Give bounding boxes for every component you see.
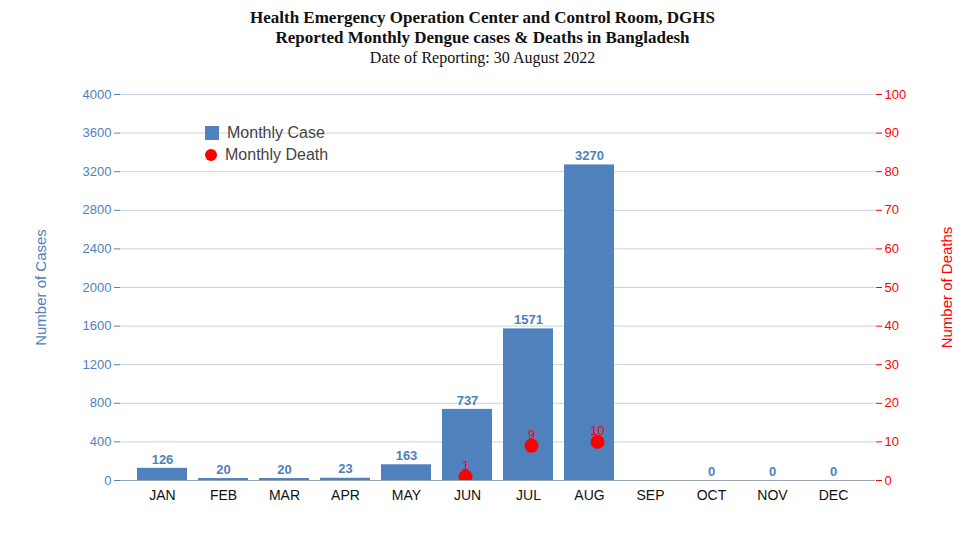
- svg-text:20: 20: [277, 462, 291, 477]
- svg-text:NOV: NOV: [757, 487, 788, 503]
- svg-text:AUG: AUG: [574, 487, 604, 503]
- svg-text:126: 126: [152, 452, 174, 467]
- svg-text:3270: 3270: [575, 148, 604, 163]
- svg-text:1571: 1571: [514, 312, 543, 327]
- svg-text:23: 23: [338, 461, 352, 476]
- svg-text:2400: 2400: [83, 241, 112, 256]
- html-text:Monthly Death: Monthly Death: [225, 146, 329, 163]
- html-text:Number of Cases: Number of Cases: [31, 228, 49, 346]
- svg-text:0: 0: [708, 464, 715, 479]
- svg-text:3200: 3200: [83, 164, 112, 179]
- html-text:Monthly Case: Monthly Case: [227, 124, 325, 141]
- svg-text:OCT: OCT: [697, 487, 727, 503]
- svg-text:JUN: JUN: [454, 487, 481, 503]
- svg-text:0: 0: [104, 473, 111, 488]
- svg-text:1600: 1600: [83, 318, 112, 333]
- svg-text:163: 163: [396, 448, 418, 463]
- svg-text:FEB: FEB: [210, 487, 237, 503]
- svg-text:DEC: DEC: [819, 487, 849, 503]
- svg-text:30: 30: [885, 357, 899, 372]
- svg-text:1200: 1200: [83, 357, 112, 372]
- svg-text:0: 0: [885, 473, 892, 488]
- svg-text:JAN: JAN: [149, 487, 175, 503]
- html-text:Date of Reporting: 30 August 2: Date of Reporting: 30 August 2022: [369, 49, 596, 66]
- svg-text:40: 40: [885, 318, 899, 333]
- svg-text:0: 0: [769, 464, 776, 479]
- svg-text:MAY: MAY: [392, 487, 422, 503]
- svg-text:MAR: MAR: [269, 487, 300, 503]
- svg-text:737: 737: [457, 393, 479, 408]
- svg-text:20: 20: [885, 395, 899, 410]
- svg-text:2000: 2000: [83, 280, 112, 295]
- svg-text:3600: 3600: [83, 125, 112, 140]
- html-text:Health Emergency Operation Cen: Health Emergency Operation Center and Co…: [250, 8, 715, 47]
- svg-text:90: 90: [885, 125, 899, 140]
- svg-text:50: 50: [885, 280, 899, 295]
- svg-text:JUL: JUL: [516, 487, 541, 503]
- svg-text:2800: 2800: [83, 202, 112, 217]
- svg-text:APR: APR: [331, 487, 360, 503]
- svg-text:20: 20: [216, 462, 230, 477]
- svg-text:4000: 4000: [83, 87, 112, 102]
- svg-text:100: 100: [885, 87, 907, 102]
- svg-text:800: 800: [90, 395, 112, 410]
- svg-text:10: 10: [885, 434, 899, 449]
- svg-text:1: 1: [462, 458, 469, 473]
- svg-text:70: 70: [885, 202, 899, 217]
- svg-text:80: 80: [885, 164, 899, 179]
- svg-text:9: 9: [528, 427, 535, 442]
- svg-text:SEP: SEP: [636, 487, 664, 503]
- svg-text:10: 10: [590, 423, 604, 438]
- svg-text:400: 400: [90, 434, 112, 449]
- svg-text:60: 60: [885, 241, 899, 256]
- html-text:Number of Deaths: Number of Deaths: [938, 226, 956, 348]
- svg-text:0: 0: [830, 464, 837, 479]
